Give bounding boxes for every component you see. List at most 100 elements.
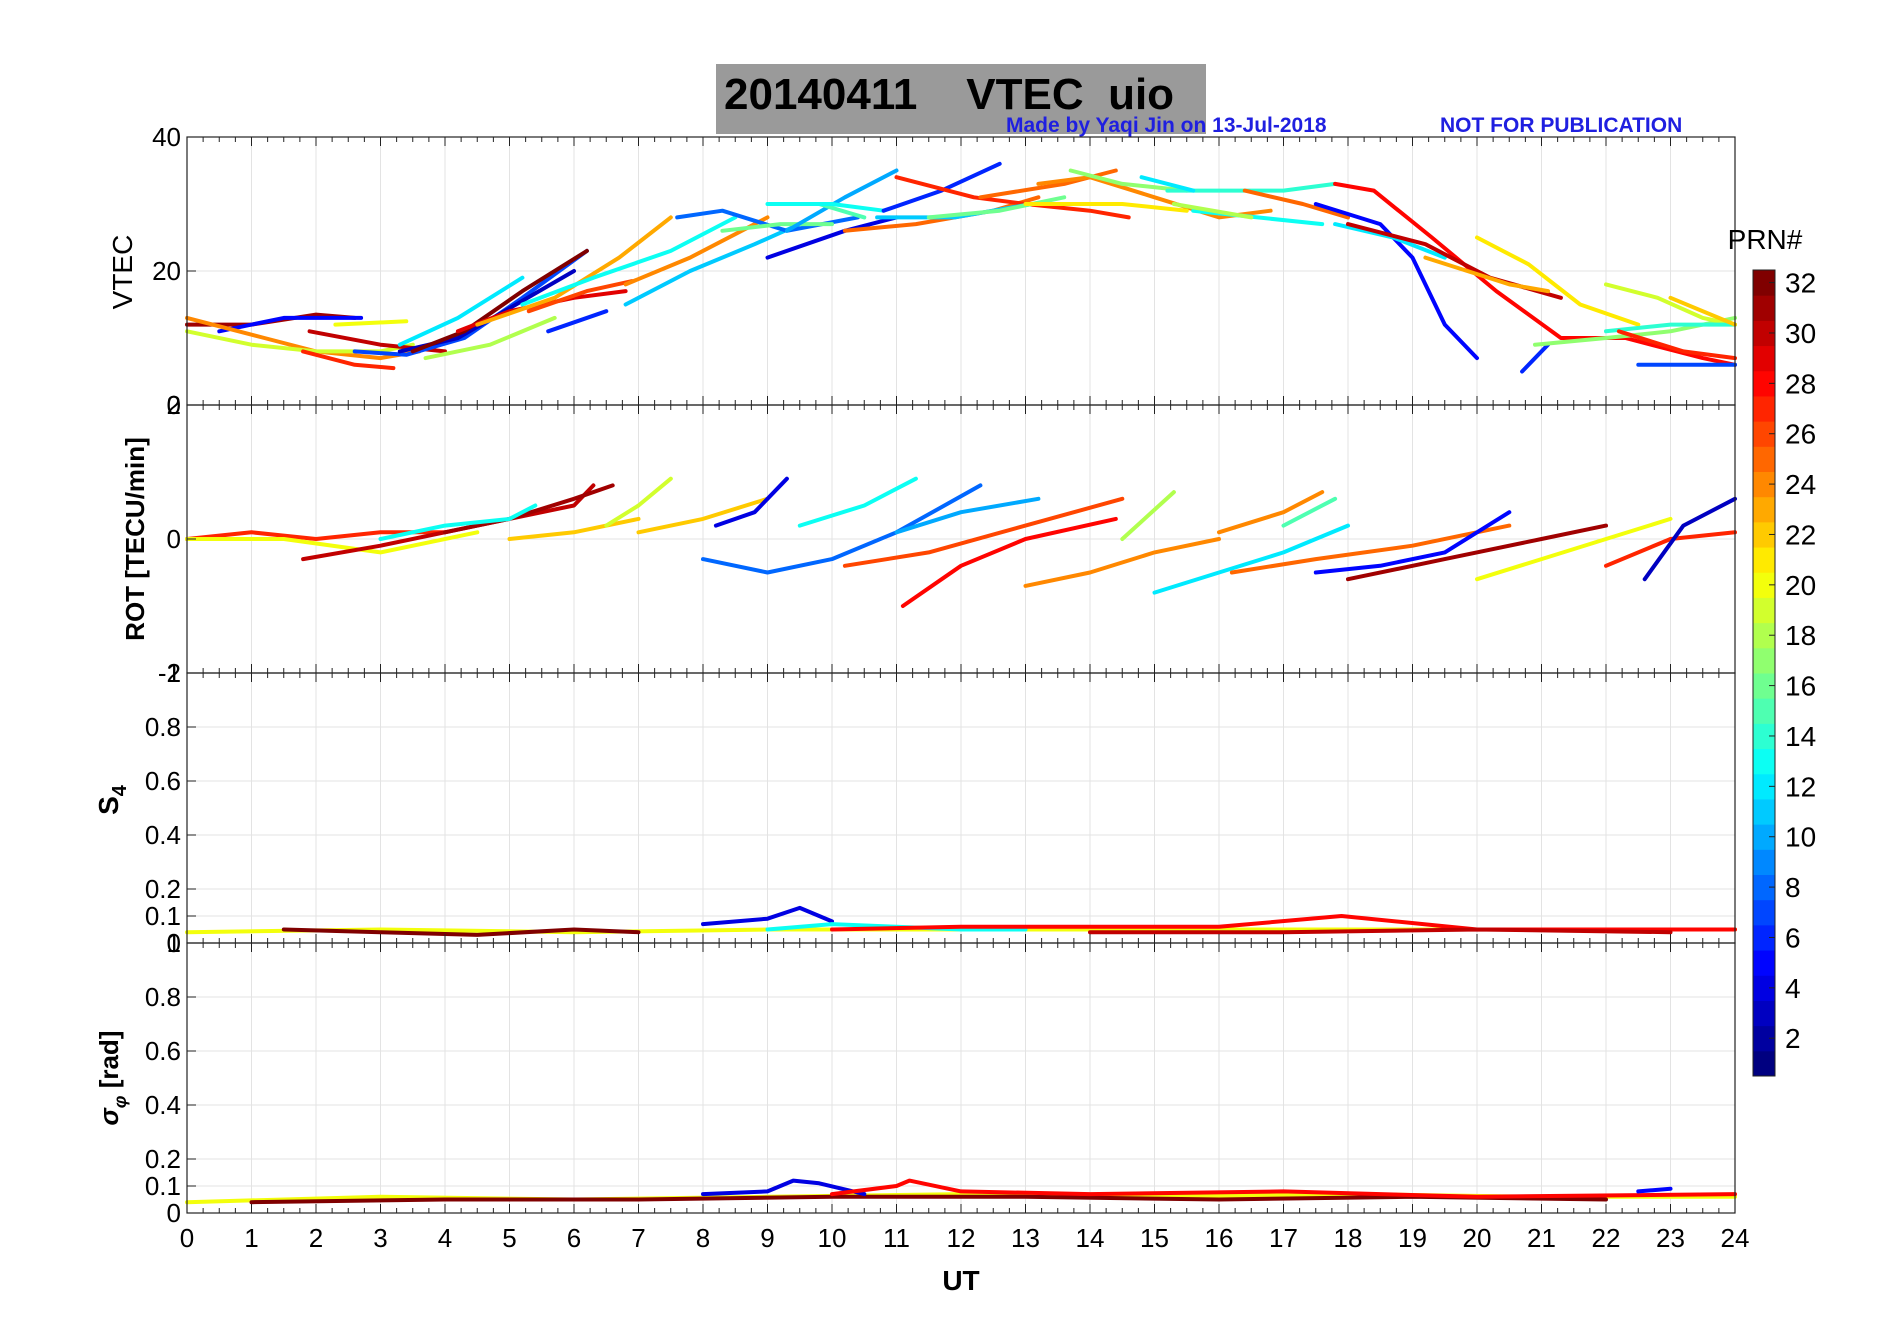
vtec-series-prn-12 xyxy=(1139,175,1196,193)
rot-series-prn-19 xyxy=(604,476,673,528)
rot-series-prn-20 xyxy=(185,530,480,555)
rot-series-prn-13 xyxy=(797,476,918,528)
colorbar-swatch-prn-15 xyxy=(1753,698,1775,724)
colorbar-tick-label: 6 xyxy=(1785,922,1801,953)
colorbar-swatch-prn-30 xyxy=(1753,320,1775,347)
sigma_phi-series-prn-4 xyxy=(701,1178,867,1197)
colorbar-tick-label: 12 xyxy=(1785,771,1816,802)
colorbar-swatch-prn-13 xyxy=(1753,748,1775,775)
colorbar-swatch-prn-16 xyxy=(1753,673,1775,699)
colorbar-tick-label: 20 xyxy=(1785,570,1816,601)
vtec-ytick-label: 20 xyxy=(152,256,181,286)
vtec-series-prn-5 xyxy=(1313,202,1479,361)
colorbar-swatch-prn-7 xyxy=(1753,899,1775,926)
sigma_phi-series-prn-5 xyxy=(1636,1186,1673,1194)
vtec-series-prn-21 xyxy=(1475,235,1641,327)
rot-ytick-label: 2 xyxy=(167,390,181,420)
s4-ytick-label: 0 xyxy=(167,928,181,958)
colorbar-swatch-prn-6 xyxy=(1753,924,1775,951)
colorbar-tick-label: 16 xyxy=(1785,671,1816,702)
colorbar-title: PRN# xyxy=(1728,224,1803,255)
colorbar-swatch-prn-12 xyxy=(1753,773,1775,800)
x-tick-label: 24 xyxy=(1721,1223,1750,1253)
sigma_phi-ytick-label: 0.2 xyxy=(145,1144,181,1174)
x-tick-label: 0 xyxy=(180,1223,194,1253)
x-tick-label: 12 xyxy=(947,1223,976,1253)
vtec-series-prn-27 xyxy=(1616,329,1737,361)
rot-series-prn-27 xyxy=(185,530,447,541)
s4-series-prn-30 xyxy=(1088,927,1673,935)
x-tick-label: 21 xyxy=(1527,1223,1556,1253)
sigma_phi-ytick-label: 0.8 xyxy=(145,982,181,1012)
x-tick-label: 6 xyxy=(567,1223,581,1253)
rot-ytick-label: -2 xyxy=(158,658,181,688)
x-tick-label: 18 xyxy=(1334,1223,1363,1253)
colorbar-tick-label: 14 xyxy=(1785,721,1816,752)
sigma_phi-ytick-label: 0.1 xyxy=(145,1171,181,1201)
x-tick-label: 22 xyxy=(1592,1223,1621,1253)
s4-ytick-label: 0.1 xyxy=(145,901,181,931)
sigma_phi-ytick-label: 0 xyxy=(167,1198,181,1228)
vtec-series-prn-6 xyxy=(1520,342,1550,374)
colorbar-swatch-prn-20 xyxy=(1753,572,1775,598)
x-tick-label: 20 xyxy=(1463,1223,1492,1253)
colorbar-tick-label: 22 xyxy=(1785,519,1816,550)
rot-series-prn-12 xyxy=(1152,523,1350,595)
colorbar-swatch-prn-18 xyxy=(1753,622,1775,649)
s4-series-prn-4 xyxy=(701,905,834,927)
vtec-series-prn-25 xyxy=(978,168,1118,200)
colorbar-swatch-prn-2 xyxy=(1753,1025,1775,1052)
rot-series-prn-24 xyxy=(1217,490,1325,535)
colorbar-swatch-prn-28 xyxy=(1753,370,1775,397)
vtec-ytick-label: 0 xyxy=(167,390,181,420)
vtec-series-prn-13 xyxy=(765,202,886,213)
rot-ytick-label: 0 xyxy=(167,524,181,554)
colorbar-swatch-prn-14 xyxy=(1753,723,1775,750)
x-tick-label: 10 xyxy=(818,1223,847,1253)
colorbar-tick-label: 24 xyxy=(1785,469,1816,500)
vtec-series-prn-19 xyxy=(185,329,415,354)
s4-series-prn-32 xyxy=(281,927,641,937)
x-tick-label: 9 xyxy=(760,1223,774,1253)
colorbar-swatch-prn-19 xyxy=(1753,597,1775,624)
colorbar-swatch-prn-10 xyxy=(1753,824,1775,850)
colorbar-tick-label: 4 xyxy=(1785,973,1801,1004)
vtec-series-prn-13 xyxy=(520,215,738,307)
rot-series-prn-8 xyxy=(701,483,983,575)
rot-series-prn-31 xyxy=(1346,523,1608,582)
colorbar-swatch-prn-3 xyxy=(1753,1000,1775,1027)
colorbar-swatch-prn-26 xyxy=(1753,421,1775,447)
colorbar-tick-label: 10 xyxy=(1785,822,1816,853)
x-tick-label: 16 xyxy=(1205,1223,1234,1253)
vtec-series-prn-7 xyxy=(352,248,589,357)
rot-series-prn-15 xyxy=(1281,496,1338,528)
rot-series-prn-24 xyxy=(1023,537,1221,588)
colorbar-swatch-prn-8 xyxy=(1753,874,1775,901)
vtec-series-prn-12 xyxy=(1333,222,1447,260)
rot-series-prn-22 xyxy=(636,496,770,535)
colorbar-swatch-prn-21 xyxy=(1753,547,1775,573)
colorbar-tick-label: 30 xyxy=(1785,318,1816,349)
title-quantity: VTEC xyxy=(966,70,1084,119)
title-box xyxy=(716,64,1206,134)
vtec-series-prn-32 xyxy=(410,248,589,354)
x-tick-label: 4 xyxy=(438,1223,452,1253)
rot-series-prn-4 xyxy=(713,476,789,528)
s4-ylabel: S4 xyxy=(93,784,131,815)
rot-series-prn-5 xyxy=(1313,510,1512,575)
rot-series-prn-28 xyxy=(900,516,1118,608)
vtec-ytick-label: 40 xyxy=(152,122,181,152)
colorbar-swatch-prn-22 xyxy=(1753,521,1775,548)
colorbar-tick-label: 2 xyxy=(1785,1023,1801,1054)
vtec-series-prn-27 xyxy=(894,175,1131,220)
vtec-series-prn-28 xyxy=(1333,181,1737,367)
vtec-series-prn-26 xyxy=(526,279,635,314)
colorbar-tick-label: 8 xyxy=(1785,872,1801,903)
rot-series-prn-22 xyxy=(507,516,641,541)
vtec-series-prn-6 xyxy=(546,309,609,334)
vtec-series-prn-23 xyxy=(1423,255,1550,294)
vtec-series-prn-24 xyxy=(623,215,770,287)
x-tick-label: 3 xyxy=(373,1223,387,1253)
sigma_phi-series-prn-28 xyxy=(830,1178,1737,1199)
x-tick-label: 15 xyxy=(1140,1223,1169,1253)
